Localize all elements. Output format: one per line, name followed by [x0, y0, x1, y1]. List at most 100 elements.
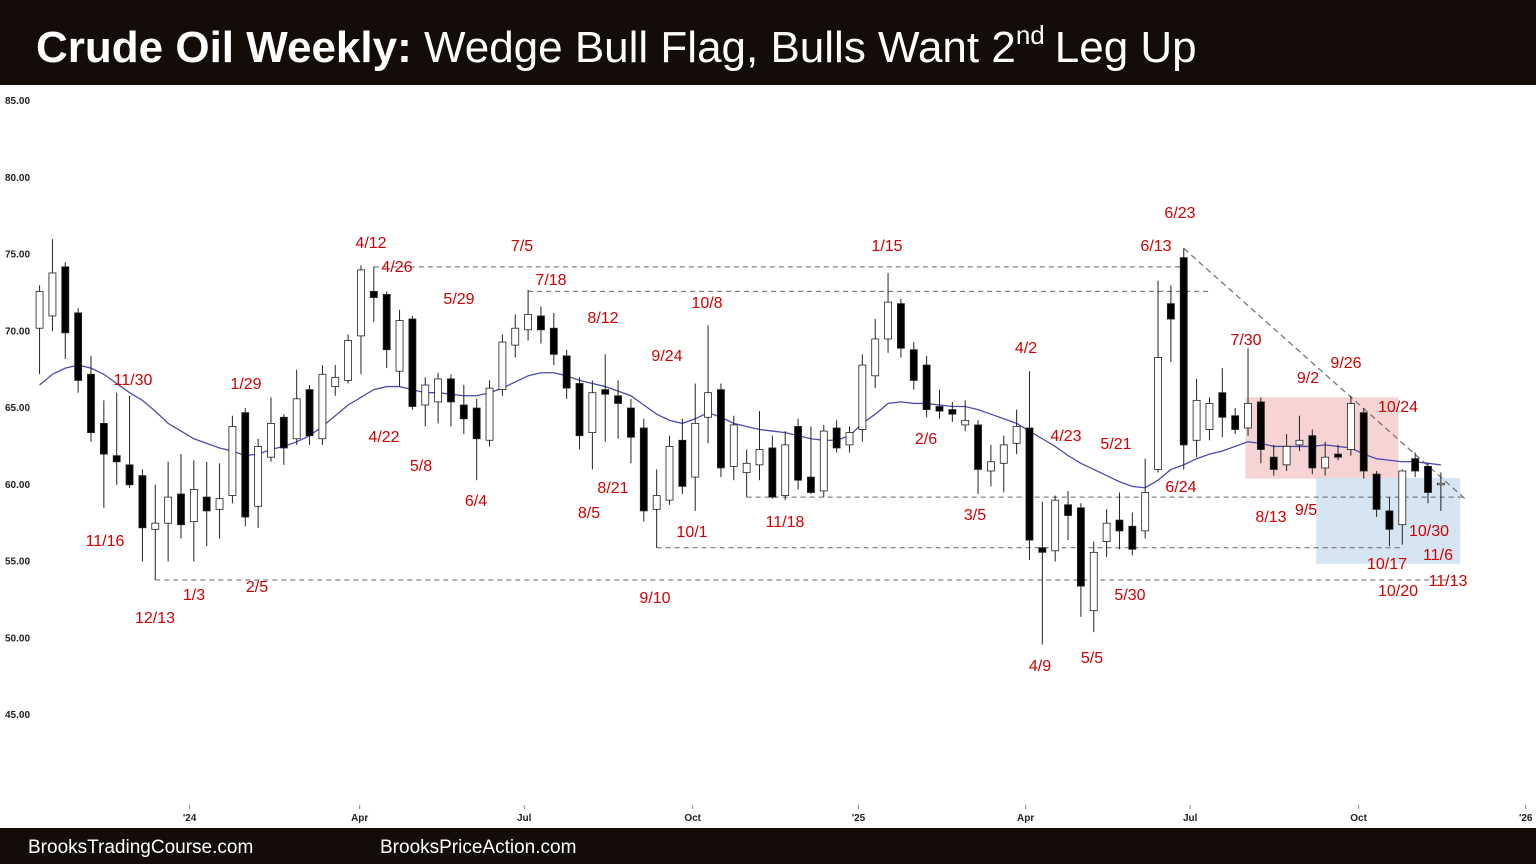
- annotation: 6/24: [1165, 479, 1196, 496]
- title-sup: nd: [1016, 20, 1045, 50]
- candle-body: [215, 498, 224, 510]
- candle-body: [665, 446, 674, 501]
- candle-body: [1051, 499, 1060, 552]
- candle-body: [704, 392, 712, 418]
- candle-body: [421, 384, 430, 406]
- candle-body: [1346, 403, 1355, 450]
- annotation: 5/30: [1114, 587, 1145, 604]
- y-tick-label: 80.00: [5, 173, 30, 184]
- title-tail: Leg Up: [1055, 23, 1197, 72]
- y-tick-label: 75.00: [5, 250, 30, 261]
- annotation: 11/18: [766, 514, 805, 531]
- candle-body: [922, 364, 931, 410]
- annotation: 6/23: [1164, 205, 1195, 222]
- annotation: 11/30: [114, 372, 153, 389]
- annotation: 2/5: [246, 579, 268, 596]
- candle-body: [562, 355, 571, 389]
- candle-body: [177, 493, 185, 526]
- candle-body: [1102, 522, 1111, 542]
- y-tick-label: 85.00: [5, 96, 30, 107]
- x-tick-label: Jul: [1183, 813, 1198, 824]
- candle-body: [1231, 415, 1240, 430]
- candle-body: [871, 338, 880, 377]
- candle-body: [498, 341, 507, 391]
- candle-body: [138, 475, 147, 529]
- candle-body: [807, 476, 815, 493]
- annotation: 1/29: [230, 376, 261, 393]
- candle-body: [189, 489, 198, 523]
- annotation: 8/21: [597, 480, 628, 497]
- candle-body: [717, 389, 725, 469]
- candle-body: [1321, 456, 1330, 469]
- candle-body: [832, 427, 841, 449]
- candle-body: [1295, 439, 1304, 446]
- candle-body: [1154, 356, 1162, 470]
- annotation: 9/2: [1297, 370, 1319, 387]
- candle-body: [1282, 446, 1291, 466]
- candle-body: [1115, 519, 1124, 532]
- annotation: 9/26: [1330, 355, 1361, 372]
- candle-body: [459, 404, 468, 420]
- candle-body: [755, 449, 764, 466]
- candle-body: [575, 383, 584, 437]
- candle-body: [794, 426, 802, 481]
- footer-link: BrooksPriceAction.com: [380, 837, 576, 858]
- annotation: 11/13: [1429, 573, 1468, 590]
- candle-body: [447, 378, 455, 403]
- annotation: 1/3: [183, 587, 205, 604]
- candle-body: [1436, 482, 1445, 486]
- candle-body: [614, 395, 622, 404]
- candle-body: [331, 376, 340, 387]
- candle-body: [61, 266, 70, 334]
- candle-body: [691, 422, 700, 478]
- candle-body: [1076, 507, 1085, 587]
- y-tick-label: 55.00: [5, 557, 30, 568]
- candle-body: [884, 301, 892, 340]
- candle-body: [768, 447, 777, 498]
- candle-body: [987, 461, 995, 472]
- candle-body: [1038, 547, 1047, 553]
- candle-body: [1411, 458, 1420, 472]
- candle-body: [1179, 257, 1188, 446]
- footer-link: BrooksTradingCourse.com: [28, 837, 253, 858]
- candle-body: [74, 312, 83, 381]
- candle-body: [292, 398, 301, 440]
- candle-body: [819, 430, 828, 492]
- candle-body: [408, 318, 417, 407]
- candle-body: [1372, 473, 1381, 510]
- annotation: 1/15: [871, 238, 902, 255]
- annotation: 11/16: [86, 533, 125, 550]
- candle-body: [961, 419, 970, 426]
- annotation: 4/9: [1029, 658, 1051, 675]
- candle-body: [344, 340, 353, 381]
- candle-body: [588, 392, 597, 434]
- y-tick-label: 60.00: [5, 480, 30, 491]
- x-tick-label: '25: [852, 813, 866, 824]
- annotation: 4/23: [1050, 428, 1081, 445]
- candle-body: [1398, 470, 1407, 526]
- candle-body: [434, 378, 443, 403]
- candle-body: [742, 462, 751, 473]
- candle-body: [241, 412, 250, 518]
- title-lead: Crude Oil Weekly:: [36, 23, 412, 72]
- annotation: 8/5: [578, 505, 600, 522]
- candle-body: [112, 455, 121, 463]
- candle-body: [1064, 504, 1072, 516]
- candle-body: [267, 422, 275, 458]
- annotation: 10/20: [1378, 583, 1418, 600]
- candle-body: [1256, 401, 1265, 450]
- annotation: 10/17: [1367, 556, 1407, 573]
- candle-body: [1166, 303, 1175, 320]
- candle-body: [279, 416, 288, 449]
- candle-body: [858, 364, 867, 430]
- plot-area: 85.00 80.00 75.00 70.00 65.00 60.00 55.00 50.00…: [5, 96, 1533, 824]
- candle-body: [1308, 435, 1317, 469]
- candle-body: [125, 464, 134, 486]
- annotation: 4/12: [355, 235, 386, 252]
- candle-body: [485, 387, 494, 441]
- candle-body: [627, 407, 635, 438]
- annotation: 9/5: [1295, 502, 1317, 519]
- annotation: 5/21: [1100, 436, 1131, 453]
- candle-body: [357, 269, 365, 337]
- candle-body: [549, 327, 558, 355]
